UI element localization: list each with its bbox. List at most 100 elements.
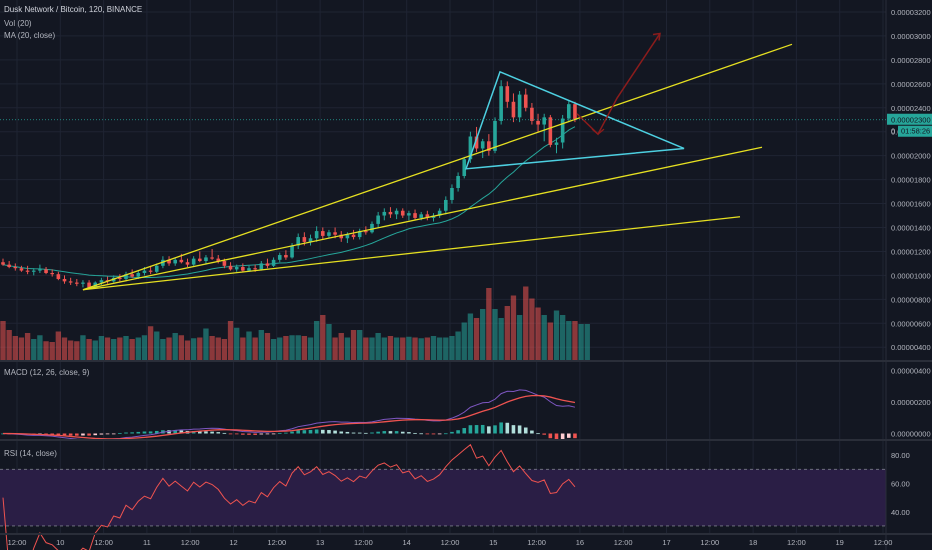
volume-bar	[111, 339, 117, 360]
macd-histogram-bar	[437, 433, 442, 435]
candle-body	[388, 211, 393, 215]
symbol-legend[interactable]: Dusk Network / Bitcoin, 120, BINANCE	[4, 5, 142, 14]
macd-histogram-bar	[62, 433, 67, 436]
rsi-legend[interactable]: RSI (14, close)	[4, 449, 57, 458]
candle-body	[13, 267, 18, 269]
candle-body	[548, 117, 553, 145]
candle-body	[19, 268, 24, 271]
volume-bar	[492, 309, 498, 360]
macd-tick-label: 0.00000200	[891, 398, 931, 407]
volume-bar	[338, 333, 344, 360]
volume-bar	[123, 336, 129, 360]
macd-histogram-bar	[167, 430, 171, 434]
macd-histogram-bar	[271, 433, 276, 435]
volume-bar	[246, 331, 252, 360]
macd-histogram-bar	[75, 433, 79, 436]
candle-body	[216, 258, 221, 262]
volume-bar	[135, 337, 141, 360]
price-axis[interactable]: 0.00000400 0.00000600 0.00000800 0.00001000…	[891, 8, 931, 517]
candle-body	[357, 231, 362, 238]
candle-body	[185, 262, 190, 265]
volume-bar	[504, 306, 510, 360]
time-tick-label: 12:00	[874, 538, 893, 547]
candlesticks[interactable]	[1, 80, 577, 289]
price-tick-label: 0.00001000	[891, 271, 931, 280]
candle-body	[234, 267, 239, 270]
candle-body	[425, 214, 430, 218]
volume-bar	[326, 324, 332, 360]
candle-body	[99, 280, 104, 283]
price-tick-label: 0.00001600	[891, 200, 931, 209]
volume-legend[interactable]: Vol (20)	[4, 19, 32, 28]
macd-histogram-bar	[290, 431, 294, 434]
volume-bar	[209, 336, 215, 360]
macd-legend[interactable]: MACD (12, 26, close, 9)	[4, 368, 89, 377]
volume-bar	[375, 333, 381, 360]
volume-bar	[277, 337, 283, 360]
candle-body	[505, 86, 510, 102]
time-tick-label: 12	[229, 538, 237, 547]
rsi-line	[2, 443, 576, 550]
volume-bar	[387, 336, 394, 360]
time-tick-label: 12:00	[8, 538, 27, 547]
volume-bar	[363, 337, 369, 360]
time-tick-label: 12:00	[787, 538, 806, 547]
rsi-tick-label: 60.00	[891, 479, 910, 488]
volume-bar	[67, 340, 74, 360]
candle-body	[413, 213, 417, 218]
volume-bar	[455, 331, 461, 360]
macd-histogram-bar	[345, 431, 350, 434]
candle-body	[118, 277, 122, 279]
macd-histogram-bar	[259, 433, 264, 435]
candle-body	[56, 274, 61, 279]
candle-body	[253, 268, 257, 270]
candle-body	[573, 104, 577, 120]
volume-bar	[129, 339, 135, 360]
price-tick-label: 0.00001800	[891, 176, 931, 185]
price-tick-label: 0.00002600	[891, 80, 931, 89]
macd-histogram-bar	[93, 433, 98, 436]
volume-bar	[141, 335, 148, 360]
macd-histogram-bar	[554, 433, 559, 441]
price-tick-label: 0.00001200	[891, 247, 931, 256]
volume-bar	[61, 337, 68, 360]
volume-bars	[0, 286, 590, 360]
drawing-tools[interactable]	[82, 32, 793, 291]
rsi-band	[0, 468, 886, 527]
ma-legend[interactable]: MA (20, close)	[4, 31, 55, 40]
candle-body	[437, 210, 442, 216]
macd-histogram-bar	[314, 429, 319, 434]
macd-histogram-bar	[431, 433, 436, 435]
time-tick-label: 10	[56, 538, 64, 547]
macd-histogram-bar	[425, 433, 430, 435]
candle-body	[1, 262, 5, 265]
volume-bar	[184, 340, 191, 360]
volume-bar	[0, 321, 6, 360]
candle-body	[523, 94, 528, 108]
time-tick-label: 19	[836, 538, 844, 547]
macd-histogram-bar	[333, 430, 337, 434]
macd-histogram-bar	[253, 433, 257, 435]
macd-histogram-bar	[339, 431, 344, 434]
macd-histogram-bar	[487, 426, 491, 434]
volume-bar	[270, 339, 277, 360]
volume-bar	[350, 330, 357, 360]
time-axis[interactable]: 12:00 10 12:00 11 12:00 12 12:00 13 12:00 14 12:00…	[8, 538, 893, 547]
volume-bar	[283, 336, 289, 360]
macd-histogram-bar	[234, 433, 239, 435]
price-tick-label: 0.00003000	[891, 32, 931, 41]
macd-histogram-bar	[68, 433, 73, 436]
volume-bar	[12, 336, 18, 360]
volume-bar	[289, 335, 295, 360]
macd-histogram-bar	[394, 431, 399, 434]
ma-line	[2, 126, 576, 279]
time-tick-label: 18	[749, 538, 757, 547]
candle-body	[327, 232, 331, 236]
volume-bar	[154, 331, 160, 360]
macd-histogram-bar	[198, 431, 202, 434]
macd-histogram-bar	[468, 425, 473, 434]
candle-body	[290, 245, 294, 258]
volume-bar	[258, 330, 264, 360]
